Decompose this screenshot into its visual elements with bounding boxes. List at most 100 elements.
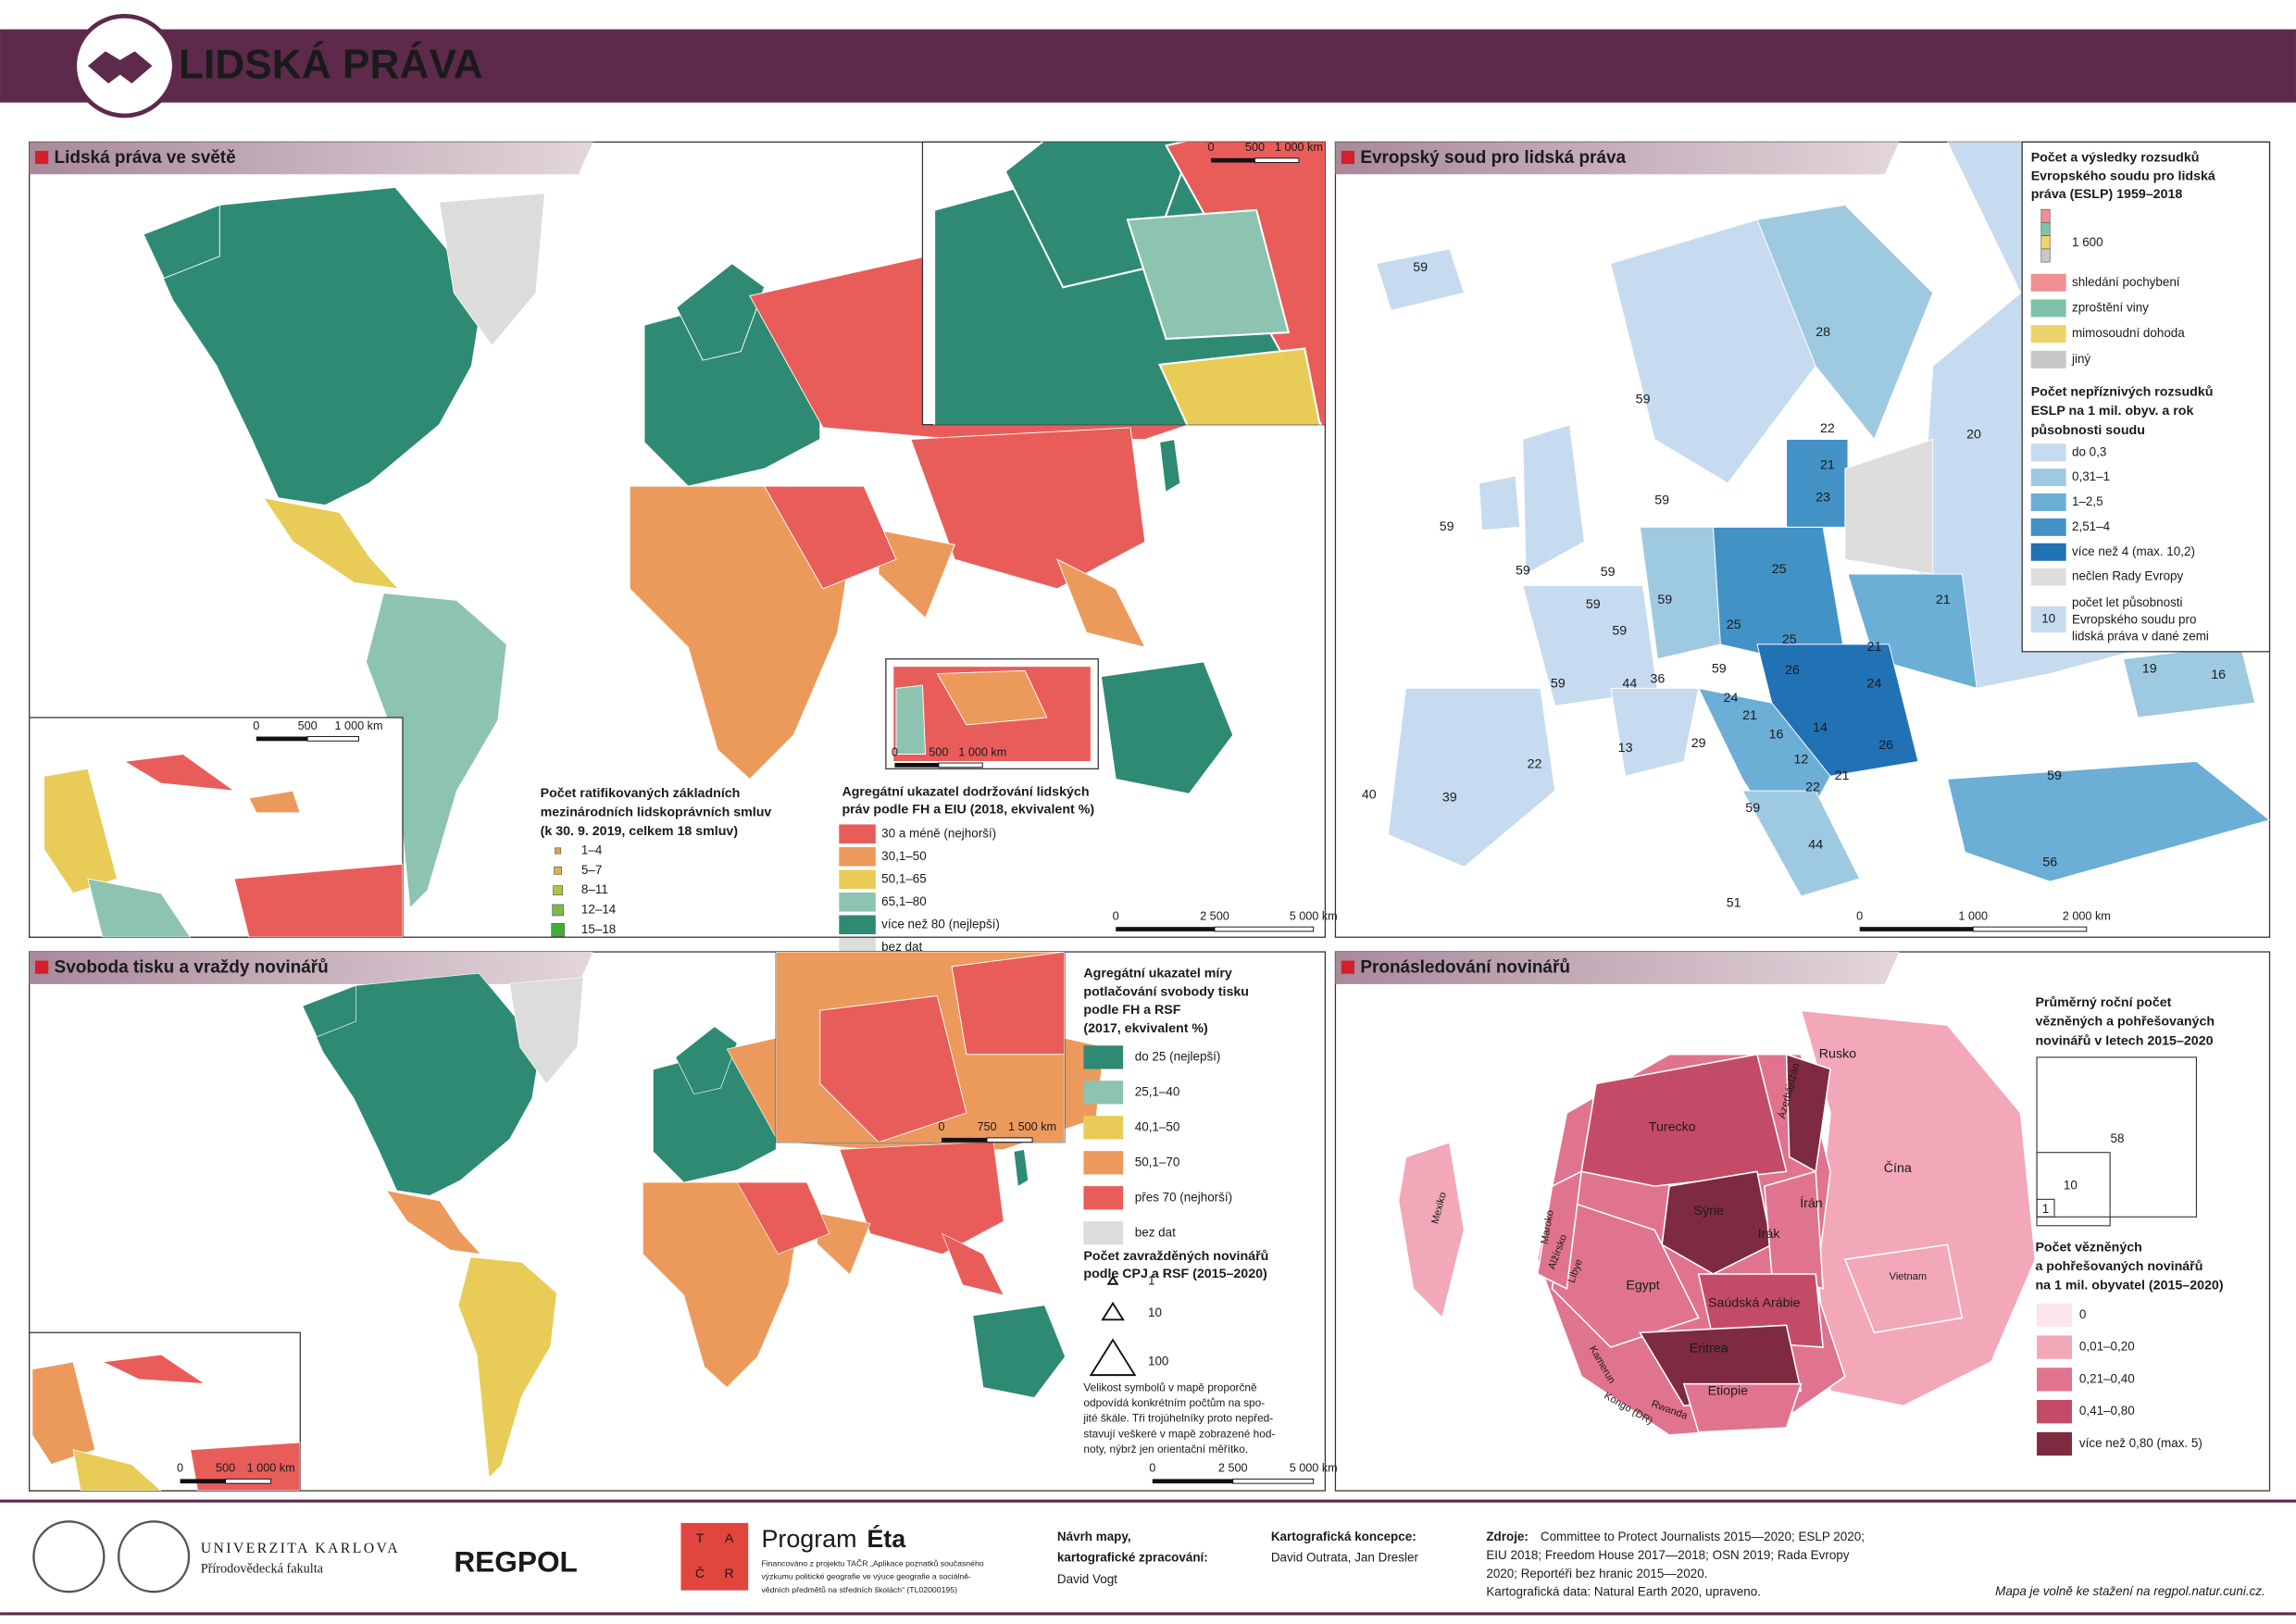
legend-label: 30,1–50 xyxy=(881,849,927,863)
country-shape xyxy=(910,427,1146,590)
legend-note: jité škále. Tři trojúhelníky proto nepře… xyxy=(1082,1412,1273,1425)
country-shape xyxy=(1741,790,1861,897)
country-years: 26 xyxy=(1878,738,1893,753)
legend-swatch xyxy=(2030,606,2066,633)
legend-swatch xyxy=(2030,299,2066,318)
legend-label: 12–14 xyxy=(581,903,617,917)
scale-label: 5 000 km xyxy=(1290,909,1338,922)
seal xyxy=(117,1520,191,1593)
country-shape xyxy=(262,497,400,590)
scale-bar xyxy=(1972,926,2088,932)
scale-label: 500 xyxy=(298,719,318,732)
scale-label: 0 xyxy=(177,1462,183,1475)
regpol-logo: REGPOL xyxy=(454,1545,578,1579)
banner-marker xyxy=(1341,960,1355,974)
legend-symbol xyxy=(2040,248,2051,263)
legend-title: a pohřešovaných novinářů xyxy=(2035,1259,2202,1274)
legend-swatch xyxy=(2037,1335,2072,1359)
legend-title: na 1 mil. obyvatel (2015–2020) xyxy=(2035,1278,2223,1293)
legend-title: práva (ESLP) 1959–2018 xyxy=(2031,187,2183,202)
country-years: 28 xyxy=(1816,325,1830,340)
legend-label: 2,51–4 xyxy=(2072,519,2111,533)
program-name: Éta xyxy=(867,1524,906,1553)
legend-symbol xyxy=(2040,235,2051,250)
country-label: Saúdská Arábie xyxy=(1708,1295,1801,1310)
legend-title: Počet vězněných xyxy=(2035,1240,2141,1255)
legend-swatch xyxy=(1083,1221,1124,1245)
banner-marker xyxy=(34,150,49,165)
legend-title: ESLP na 1 mil. obyv. a rok xyxy=(2031,404,2194,418)
country-shape xyxy=(895,684,927,756)
country-shape xyxy=(31,1361,96,1466)
legend-symbol xyxy=(1101,1301,1125,1321)
country-years: 51 xyxy=(1727,896,1741,911)
country-shape xyxy=(763,485,897,590)
legend-label: bez dat xyxy=(881,940,922,954)
scale-label: 2 500 xyxy=(1200,909,1229,922)
scale-label: 5 000 km xyxy=(1290,1462,1338,1475)
legend-swatch xyxy=(839,846,876,867)
banner-marker xyxy=(1341,150,1355,165)
cartogram-country xyxy=(1682,1382,1803,1433)
scale-label: 0 xyxy=(1113,909,1119,922)
group xyxy=(776,952,1065,1143)
country-label: Turecko xyxy=(1649,1120,1696,1135)
country-label: Irák xyxy=(1758,1227,1781,1242)
country-shape xyxy=(1376,248,1466,311)
country-shape xyxy=(941,1232,1004,1296)
legend-symbol xyxy=(1089,1338,1137,1377)
country-years: 25 xyxy=(1727,618,1741,632)
panel-banner xyxy=(1335,142,1900,175)
country-shape xyxy=(972,1305,1066,1398)
country-shape xyxy=(1126,208,1291,341)
legend-label: 10 xyxy=(2041,612,2055,626)
group xyxy=(43,754,403,938)
scale-label: 1 000 km xyxy=(958,745,1006,758)
legend-swatch xyxy=(2030,443,2066,462)
country-years: 22 xyxy=(1820,421,1835,436)
legend-label: 0,01–0,20 xyxy=(2079,1340,2135,1354)
legend-symbol xyxy=(2040,208,2051,223)
country-years: 59 xyxy=(1712,662,1727,677)
legend-label: 40,1–50 xyxy=(1135,1119,1180,1133)
legend-symbol xyxy=(2036,1198,2055,1218)
legend-title: (2017, ekvivalent %) xyxy=(1083,1021,1208,1036)
scale-bar xyxy=(225,1478,272,1484)
header-bar xyxy=(0,29,2296,103)
country-shape xyxy=(1013,1149,1029,1187)
legend-symbol xyxy=(2036,1152,2111,1227)
panel-title: Evropský soud pro lidská práva xyxy=(1360,148,1626,168)
country-years: 14 xyxy=(1813,720,1828,735)
cartogram-country xyxy=(1843,1243,1964,1334)
country-years: 21 xyxy=(1742,708,1757,723)
group xyxy=(31,1354,301,1492)
country-years: 16 xyxy=(2211,668,2226,682)
country-shape xyxy=(1158,347,1321,425)
legend-label: mimosoudní dohoda xyxy=(2072,326,2185,340)
country-label: Egypt xyxy=(1626,1278,1659,1293)
legend-title: práv podle FH a EIU (2018, ekvivalent %) xyxy=(842,802,1094,817)
country-shape xyxy=(190,1442,301,1492)
legend-label: 15–18 xyxy=(581,922,616,936)
scale-label: 500 xyxy=(929,745,948,758)
banner-marker xyxy=(34,960,49,974)
legend-symbol xyxy=(1106,1275,1119,1285)
legend-note: stavují veškeré v mapě zobrazené hod- xyxy=(1083,1427,1275,1440)
legend-swatch xyxy=(2037,1303,2072,1327)
legend-note: noty, nýbrž jen orientační měřítko. xyxy=(1083,1443,1248,1455)
legend-title: (k 30. 9. 2019, celkem 18 smluv) xyxy=(541,824,739,839)
country-years: 19 xyxy=(2142,662,2157,677)
country-years: 59 xyxy=(1516,564,1530,579)
legend-label: 30 a méně (nejhorší) xyxy=(881,826,996,840)
legend-symbol xyxy=(553,885,563,895)
legend-symbol xyxy=(2040,222,2051,236)
scale-label: 500 xyxy=(216,1462,235,1475)
legend-label: shledání pochybení xyxy=(2072,275,2180,289)
country-years: 59 xyxy=(1586,597,1601,612)
legend-label: 10 xyxy=(1148,1305,1162,1319)
legend-swatch xyxy=(839,869,876,890)
country-years: 59 xyxy=(1636,393,1651,407)
scale-label: 2 000 km xyxy=(2063,909,2111,922)
country-shape xyxy=(676,263,766,361)
